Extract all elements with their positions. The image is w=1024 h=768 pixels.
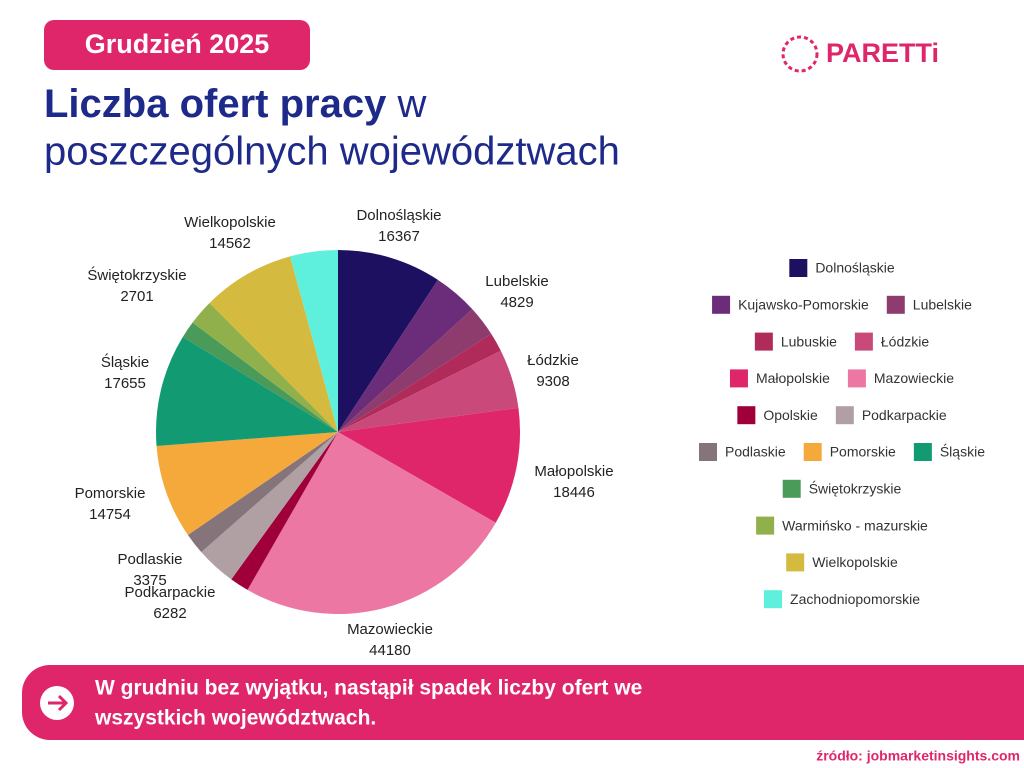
slice-label-name: Świętokrzyskie [87, 266, 186, 284]
legend-label: Łódzkie [881, 333, 929, 349]
pie-slice [209, 256, 338, 432]
legend-swatch [712, 295, 731, 314]
title-regular: w [396, 82, 426, 126]
pie-slice [338, 350, 519, 432]
legend-label: Wielkopolskie [812, 554, 898, 570]
slice-label-name: Wielkopolskie [184, 214, 276, 231]
slice-label-name: Podkarpackie [125, 584, 216, 601]
legend-label: Śląskie [940, 443, 985, 460]
slice-label-name: Małopolskie [534, 463, 613, 480]
title-bold: Liczba ofert pracy [44, 82, 387, 126]
slice-label-value: 18446 [553, 484, 595, 501]
legend-swatch [782, 479, 801, 498]
pie: Dolnośląskie 16367 Lubelskie 4829 Łódzkie 930… [75, 207, 614, 659]
legend-swatch [854, 332, 873, 351]
badge-bg [44, 20, 310, 70]
legend-label: Lubelskie [913, 297, 972, 313]
legend-label: Podlaskie [725, 444, 786, 460]
title-line2: poszczególnych województwach [44, 130, 620, 174]
legend-label: Zachodniopomorskie [790, 591, 920, 607]
logo-icon [781, 35, 819, 73]
pie-slice [231, 432, 338, 590]
pie-slice [290, 250, 338, 432]
slice-label-name: Lubelskie [485, 273, 548, 290]
slice-label-name: Mazowieckie [347, 621, 433, 638]
legend: Dolnośląskie Kujawsko-Pomorskie Lubelskie L… [699, 259, 985, 609]
pie-slice [201, 432, 338, 580]
slice-label-value: 9308 [536, 373, 569, 390]
legend-label: Świętokrzyskie [809, 480, 902, 497]
legend-swatch [756, 516, 775, 535]
pie-slice [247, 432, 496, 614]
pie-slice [192, 303, 338, 432]
legend-swatch [789, 259, 808, 277]
legend-swatch [786, 553, 805, 572]
slice-label-value: 44180 [369, 642, 411, 659]
note-line: W grudniu bez wyjątku, nastąpił spadek l… [95, 677, 642, 700]
slice-label-value: 14754 [89, 506, 131, 523]
slice-label-value: 16367 [378, 228, 420, 245]
arrow-icon [48, 694, 69, 712]
legend-label: Opolskie [763, 407, 818, 423]
legend-swatch [913, 443, 932, 461]
legend-swatch [835, 406, 854, 425]
badge: Grudzień 2025 [85, 29, 270, 59]
legend-label: Mazowieckie [874, 370, 954, 386]
slice-label-name: Dolnośląskie [356, 207, 441, 224]
slice-label-name: Łódzkie [527, 352, 579, 369]
pie-slice [338, 309, 492, 432]
pie-slice [338, 279, 473, 432]
legend-label: Lubuskie [781, 333, 837, 349]
legend-swatch [847, 369, 866, 388]
legend-swatch [764, 590, 783, 609]
slice-label-name: Pomorskie [75, 485, 146, 502]
pie-slice [338, 250, 438, 432]
slice-label-name: Podlaskie [117, 551, 182, 568]
slice-label-value: 6282 [153, 605, 186, 622]
legend-swatch [754, 332, 773, 351]
slice-label-value: 14562 [209, 235, 251, 252]
legend-label: Kujawsko-Pomorskie [738, 297, 869, 313]
pie-slice [187, 432, 338, 553]
slice-label-value: 17655 [104, 375, 146, 392]
pie-slice [156, 432, 338, 535]
slice-label-value: 2701 [120, 288, 153, 305]
pie-slice [338, 333, 501, 432]
legend-swatch [803, 443, 822, 461]
title: Liczba ofert pracy w [44, 82, 426, 126]
slice-label-value: 4829 [500, 294, 533, 311]
brand: PARETTi [826, 38, 939, 68]
legend-label: Małopolskie [756, 370, 830, 386]
pie-slice [182, 322, 338, 432]
note-line: wszystkich województwach. [94, 707, 376, 730]
pie-slice [338, 407, 520, 523]
note-banner [22, 665, 1024, 740]
logo: PARETTi [781, 35, 939, 73]
legend-label: Warmińsko - mazurskie [782, 517, 928, 533]
legend-swatch [729, 369, 748, 388]
legend-swatch [737, 406, 756, 425]
legend-label: Pomorskie [830, 444, 896, 460]
source: źródło: jobmarketinsights.com [816, 748, 1020, 764]
slice-label-name: Śląskie [101, 353, 149, 371]
slice-label-value: 3375 [133, 572, 166, 589]
legend-label: Podkarpackie [862, 407, 947, 423]
legend-swatch [886, 295, 905, 314]
legend-swatch [699, 443, 718, 461]
legend-label: Dolnośląskie [815, 260, 895, 276]
pie-slice [156, 336, 338, 447]
